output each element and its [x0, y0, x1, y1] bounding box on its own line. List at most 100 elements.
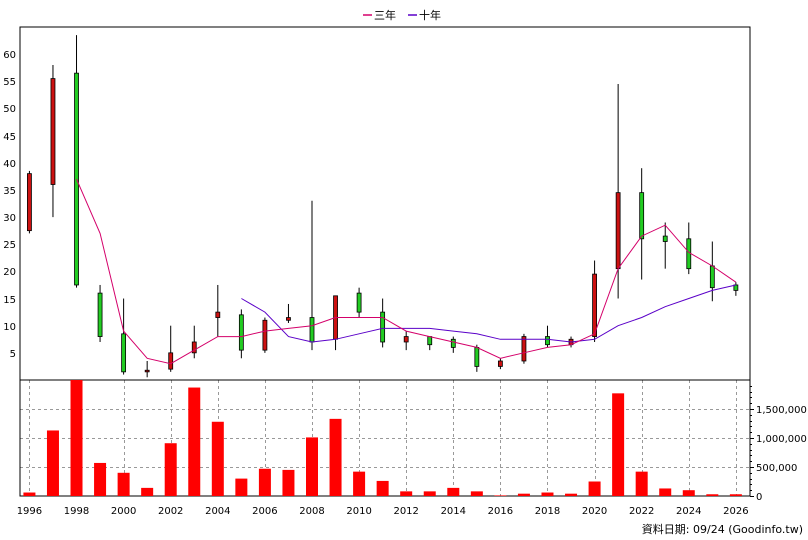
volume-tick-label: 500,000	[756, 463, 797, 474]
volume-bar	[541, 492, 554, 496]
volume-bar	[353, 471, 366, 496]
price-tick-label: 25	[3, 240, 16, 251]
x-tick-label: 2020	[582, 506, 607, 517]
volume-bar	[659, 488, 672, 496]
price-tick-label: 5	[10, 349, 16, 360]
volume-bars	[23, 380, 742, 496]
price-tick-label: 15	[3, 295, 16, 306]
volume-bar	[494, 495, 507, 496]
candle-body-up	[215, 311, 221, 318]
candle-body-down	[238, 314, 244, 351]
candle-body-down	[474, 347, 480, 367]
candle-body-down	[356, 292, 362, 313]
volume-bar	[117, 472, 130, 496]
candle-body-down	[427, 336, 433, 346]
ma-three-year-line	[76, 178, 737, 365]
x-tick-label: 2010	[346, 506, 371, 517]
volume-bar	[447, 487, 460, 496]
volume-bar	[612, 393, 625, 496]
price-tick-label: 50	[3, 104, 16, 115]
candle-body-up	[615, 192, 621, 270]
x-tick-label: 2002	[158, 506, 183, 517]
volume-bar	[682, 490, 695, 496]
x-tick-label: 2024	[676, 506, 701, 517]
x-tick-label: 2026	[723, 506, 748, 517]
volume-bar	[706, 494, 719, 496]
x-tick-label: 2000	[111, 506, 136, 517]
volume-bar	[306, 437, 318, 496]
price-tick-label: 10	[3, 322, 16, 333]
volume-tick-label: 0	[756, 492, 762, 503]
candle-body-down	[709, 265, 715, 289]
volume-bar	[588, 481, 601, 496]
price-tick-label: 40	[3, 159, 16, 170]
volume-bar	[470, 491, 483, 496]
legend-label: 十年	[419, 8, 441, 22]
x-tick-label: 2016	[488, 506, 513, 517]
candle-body-up	[403, 336, 409, 343]
volume-tick-label: 1,500,000	[756, 405, 807, 416]
volume-tick-label: 1,000,000	[756, 434, 807, 445]
candle-body-up	[191, 341, 197, 354]
volume-bar	[188, 387, 201, 496]
candle-body-up	[286, 317, 291, 321]
volume-bar	[635, 471, 648, 496]
volume-bar	[211, 421, 224, 496]
ma-ten-year-line	[241, 284, 737, 343]
price-tick-label: 30	[3, 213, 16, 224]
candle-body-down	[450, 338, 456, 348]
x-axis-ticks: 1996 1998 2000 2002 2004 2006 2008 2010 2012 2014…	[17, 506, 749, 517]
candle-body-down	[309, 317, 315, 343]
candle-body-down	[380, 311, 386, 343]
x-tick-label: 2004	[205, 506, 230, 517]
price-tick-label: 55	[3, 77, 16, 88]
volume-bar	[329, 418, 342, 496]
legend: 三年 十年	[363, 8, 441, 22]
volume-bar	[565, 493, 578, 496]
x-tick-label: 2022	[629, 506, 654, 517]
moving-average-lines	[76, 178, 737, 365]
volume-bar	[282, 469, 295, 496]
candle-body-up	[592, 273, 597, 337]
volume-bar	[258, 468, 271, 496]
price-tick-label: 45	[3, 132, 16, 143]
volume-bar	[46, 430, 59, 496]
candle-body-up	[168, 352, 174, 370]
volume-bar	[94, 462, 107, 496]
plot-frames	[19, 26, 751, 497]
footer-date-label: 資料日期: 09/24 (Goodinfo.tw)	[642, 522, 803, 536]
x-tick-label: 2012	[393, 506, 418, 517]
price-tick-label: 60	[3, 50, 16, 61]
volume-axis-ticks: 0 500,000 1,000,000 1,500,000	[750, 386, 807, 503]
price-axis-ticks: 5 10 15 20 25 30 35 40 45 50 55 60	[3, 50, 16, 360]
volume-bar	[164, 443, 177, 496]
candle-body-up	[144, 369, 150, 373]
price-tick-label: 35	[3, 186, 16, 197]
x-tick-label: 1998	[64, 506, 89, 517]
volume-bar	[400, 491, 413, 496]
candle-body-up	[521, 336, 527, 362]
volume-bar	[141, 487, 154, 496]
price-tick-label: 20	[3, 267, 16, 278]
x-tick-label: 2014	[441, 506, 466, 517]
candle-body-up	[497, 360, 503, 367]
candle-body-down	[545, 336, 550, 346]
x-tick-label: 2018	[535, 506, 560, 517]
candle-body-up	[27, 173, 32, 232]
x-tick-label: 1996	[17, 506, 42, 517]
volume-bar	[70, 380, 83, 496]
x-tick-label: 2006	[252, 506, 277, 517]
candle-body-down	[74, 72, 79, 286]
candle-body-down	[639, 192, 645, 240]
volume-bar	[376, 480, 389, 496]
x-tick-label: 2008	[299, 506, 324, 517]
volume-bar	[517, 493, 530, 496]
candle-body-down	[121, 333, 127, 373]
candle-body-up	[50, 78, 56, 185]
legend-label: 三年	[374, 8, 396, 22]
candle-body-down	[97, 292, 103, 337]
candle-body-down	[662, 235, 668, 242]
volume-bar	[23, 492, 36, 496]
volume-bar	[729, 494, 742, 496]
